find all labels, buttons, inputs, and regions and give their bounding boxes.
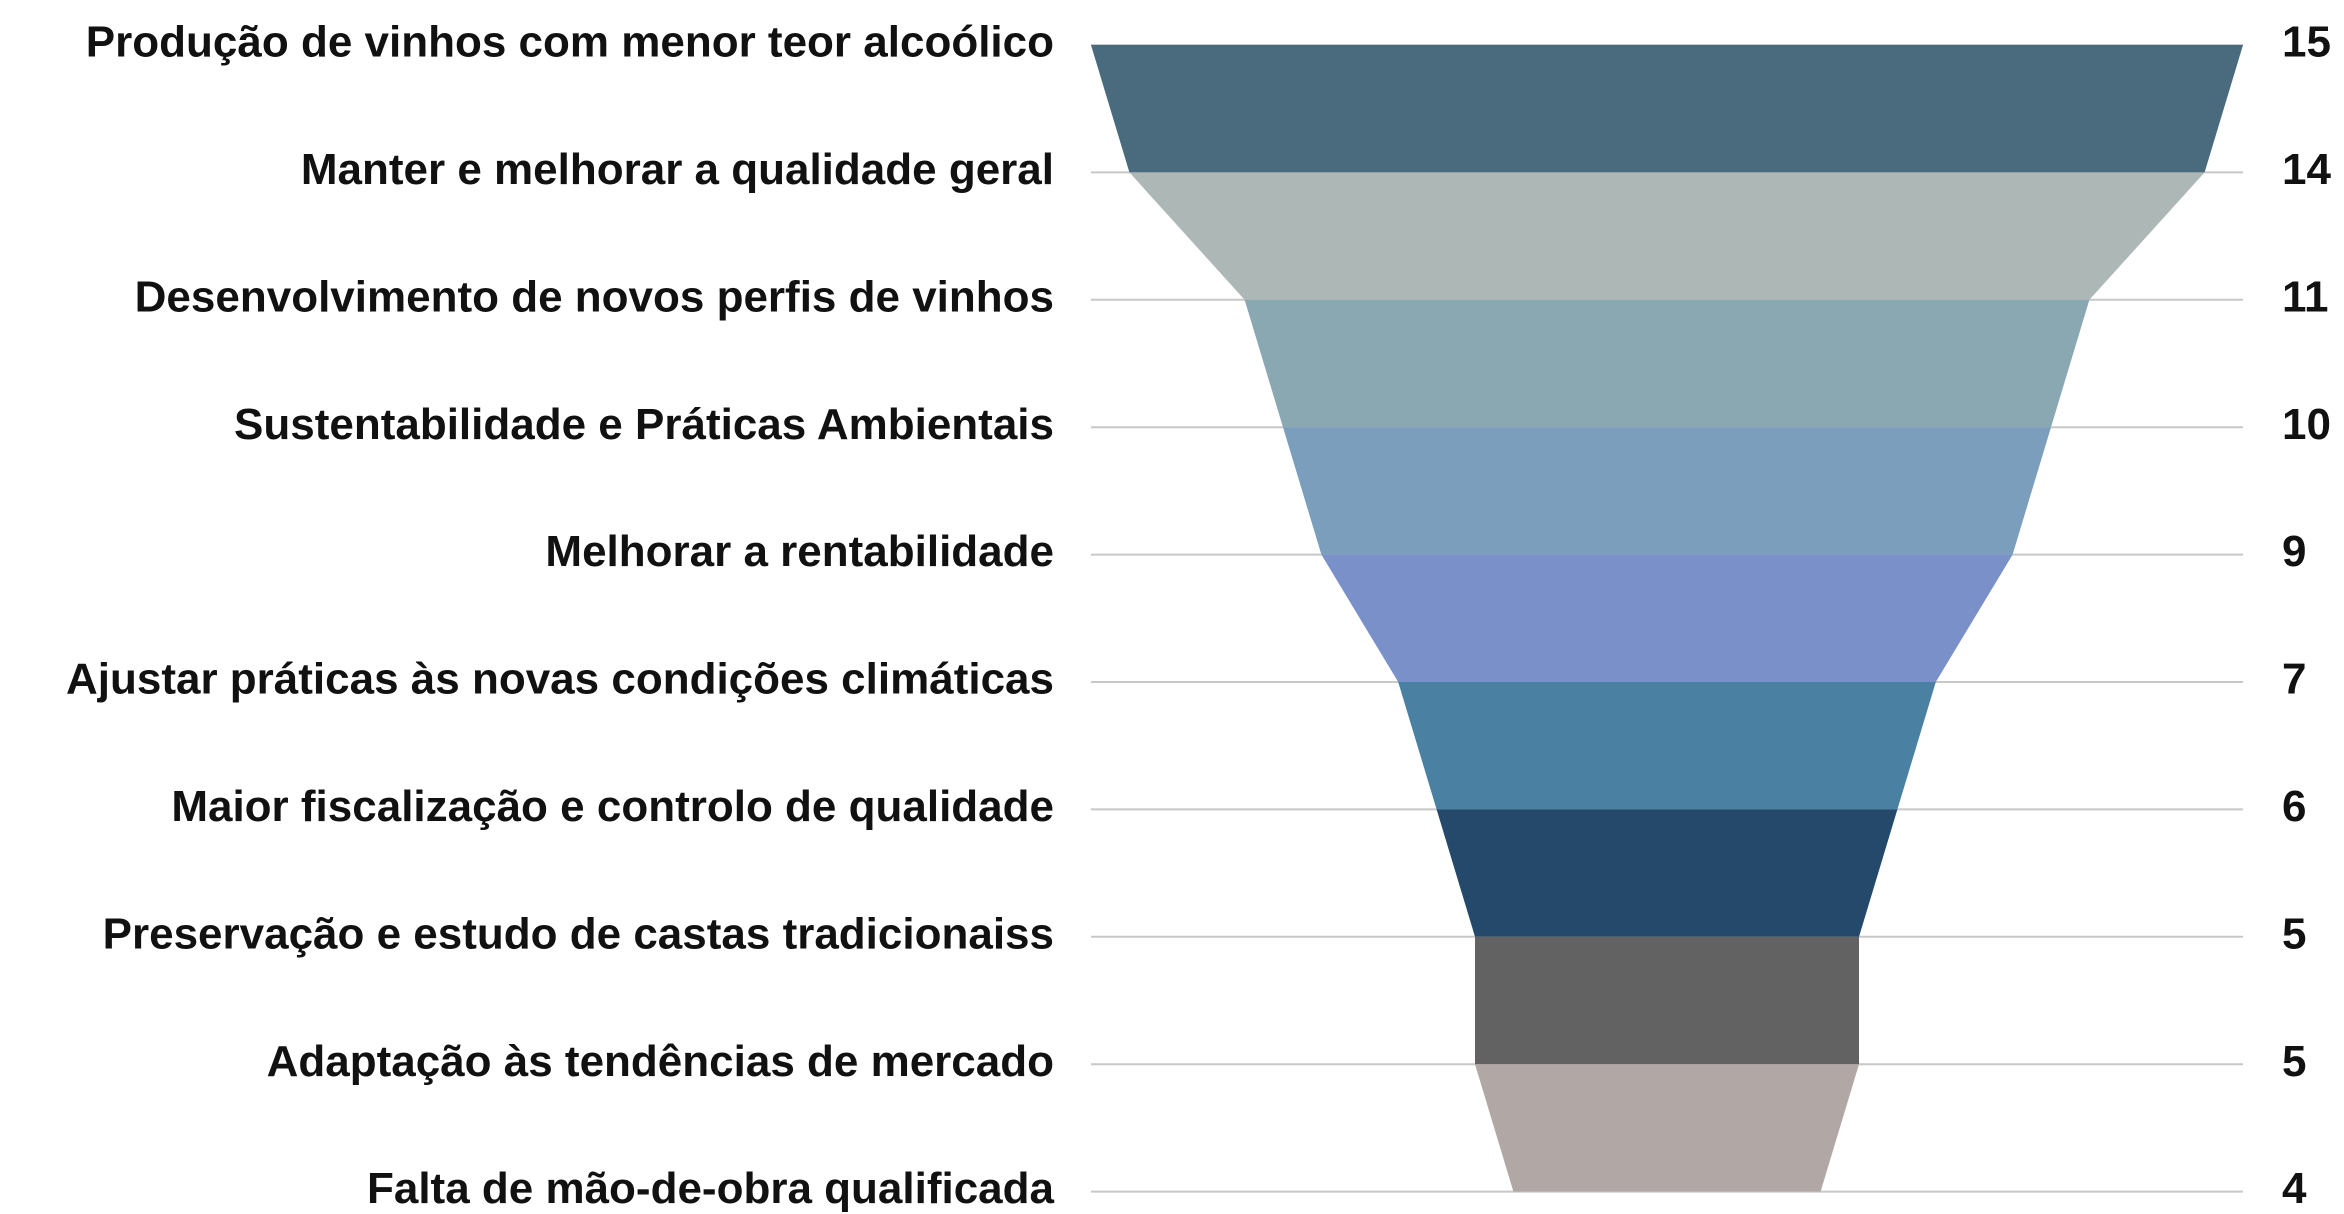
funnel-segment: [1129, 172, 2205, 300]
value-label: 5: [2282, 909, 2306, 958]
category-label: Manter e melhorar a qualidade geral: [301, 145, 1054, 194]
funnel-segment: [1091, 45, 2243, 173]
category-label: Ajustar práticas às novas condições clim…: [66, 655, 1054, 704]
category-label: Maior fiscalização e controlo de qualida…: [171, 782, 1054, 831]
category-label: Falta de mão-de-obra qualificada: [367, 1164, 1055, 1213]
category-label: Desenvolvimento de novos perfis de vinho…: [135, 272, 1054, 321]
funnel-segment: [1244, 299, 2090, 428]
value-label: 5: [2282, 1037, 2306, 1086]
funnel-segment: [1436, 809, 1898, 937]
value-label: 14: [2282, 145, 2331, 194]
value-label: 4: [2282, 1164, 2307, 1213]
category-label: Melhorar a rentabilidade: [545, 527, 1054, 576]
value-label: 7: [2282, 655, 2306, 704]
value-label: 9: [2282, 527, 2306, 576]
funnel-segment: [1475, 1064, 1859, 1192]
category-label: Adaptação às tendências de mercado: [267, 1037, 1054, 1086]
value-label: 11: [2282, 272, 2329, 321]
value-label: 10: [2282, 400, 2331, 449]
funnel-segment: [1321, 554, 2013, 682]
value-label: 15: [2282, 18, 2331, 67]
category-label: Preservação e estudo de castas tradicion…: [103, 909, 1054, 958]
funnel-segment: [1398, 682, 1936, 810]
category-label: Sustentabilidade e Práticas Ambientais: [234, 400, 1054, 449]
funnel-segment: [1475, 936, 1859, 1065]
funnel-segment: [1283, 427, 2051, 555]
category-label: Produção de vinhos com menor teor alcoól…: [86, 18, 1054, 67]
value-label: 6: [2282, 782, 2306, 831]
